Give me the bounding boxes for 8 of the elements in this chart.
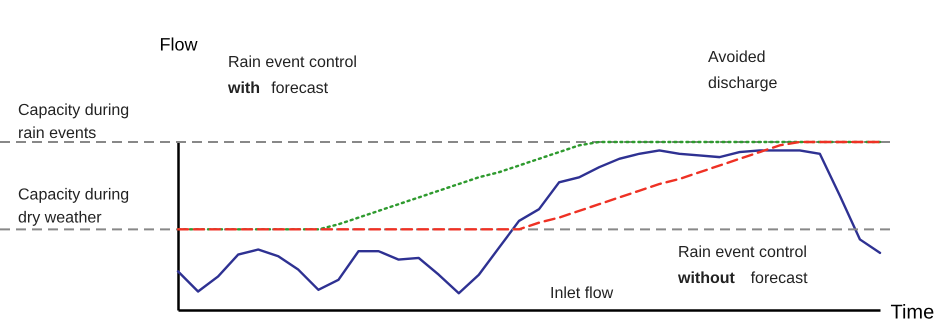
text: Avoided discharge bbox=[708, 49, 778, 92]
annotation: Inlet flow bbox=[550, 285, 614, 302]
x-axis-title: Time bbox=[890, 302, 934, 324]
y-axis-title: Flow bbox=[159, 34, 198, 54]
annotation: Rain event control without forecast bbox=[677, 244, 808, 287]
ref-line-label: Capacity during rain events bbox=[18, 102, 130, 142]
ref-line-label: Capacity during dry weather bbox=[18, 186, 130, 226]
text: Rain event control with forecast bbox=[227, 54, 357, 97]
